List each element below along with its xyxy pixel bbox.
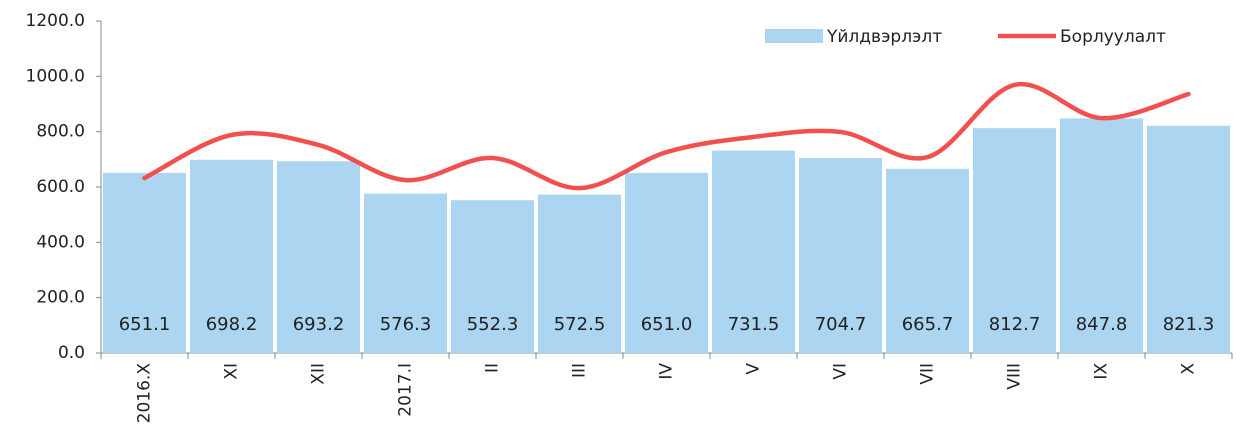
- x-tick-label: XII: [309, 363, 329, 385]
- bar: [190, 159, 273, 353]
- x-tick-label: 2016.X: [135, 363, 155, 424]
- x-tick-label: IV: [657, 363, 677, 380]
- bar: [886, 168, 969, 353]
- bar: [625, 172, 708, 353]
- value-label: 693.2: [293, 314, 345, 335]
- bar: [1147, 125, 1230, 353]
- y-tick-label: 200.0: [36, 288, 85, 308]
- y-tick-label: 400.0: [36, 232, 85, 252]
- legend-label: Үйлдвэрлэлт: [826, 27, 942, 47]
- x-tick-label: VI: [831, 363, 851, 380]
- x-tick-label: II: [483, 363, 503, 373]
- x-tick-label: X: [1179, 363, 1199, 375]
- bar: [103, 172, 186, 353]
- x-tick-label: VIII: [1005, 363, 1025, 390]
- line: [142, 81, 1191, 191]
- value-label: 704.7: [815, 314, 867, 335]
- x-tick-label: IX: [1092, 363, 1112, 380]
- x-tick-label: 2017.I: [396, 363, 416, 417]
- value-label: 698.2: [206, 314, 258, 335]
- y-tick-label: 1200.0: [26, 11, 85, 31]
- value-label: 731.5: [728, 314, 780, 335]
- x-tick-label: V: [744, 363, 764, 375]
- y-tick-label: 1000.0: [26, 66, 85, 86]
- value-label: 572.5: [554, 314, 606, 335]
- x-tick-label: XI: [222, 363, 242, 380]
- y-tick-label: 600.0: [36, 177, 85, 197]
- x-tick-label: III: [570, 363, 590, 378]
- value-label: 812.7: [989, 314, 1041, 335]
- bar: [973, 128, 1056, 353]
- bar: [799, 158, 882, 353]
- y-tick-label: 0.0: [58, 343, 85, 363]
- bar: [538, 194, 621, 353]
- value-label: 552.3: [467, 314, 519, 335]
- bar: [712, 150, 795, 353]
- value-label: 651.1: [119, 314, 171, 335]
- value-label: 821.3: [1163, 314, 1215, 335]
- legend-swatch: [765, 29, 823, 43]
- y-tick-label: 800.0: [36, 122, 85, 142]
- bar: [364, 193, 447, 353]
- value-label: 651.0: [641, 314, 693, 335]
- x-tick-label: VII: [918, 363, 938, 385]
- value-label: 847.8: [1076, 314, 1128, 335]
- bar: [451, 200, 534, 353]
- legend-label: Борлуулалт: [1060, 27, 1166, 47]
- bar: [1060, 118, 1143, 353]
- value-label: 665.7: [902, 314, 954, 335]
- value-label: 576.3: [380, 314, 432, 335]
- bar: [277, 161, 360, 353]
